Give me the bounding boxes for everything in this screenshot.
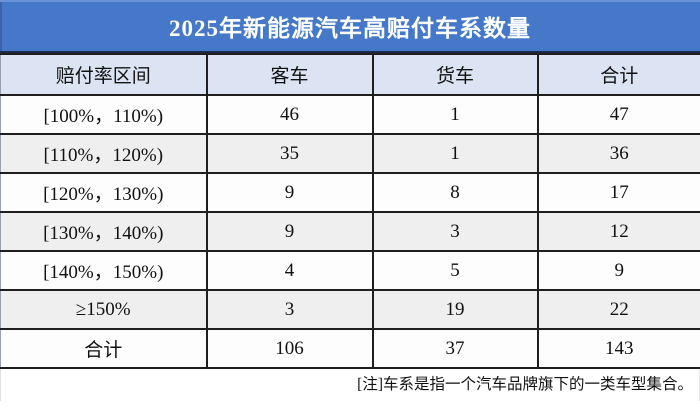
cell-claim-range: [140%，150%): [0, 250, 208, 291]
cell-claim-range: [120%，130%): [0, 172, 208, 213]
table-row: [130%，140%) 9 3 12: [0, 211, 700, 252]
cell-claim-range: [100%，110%): [0, 94, 208, 135]
cell-total-count: 143: [536, 328, 700, 369]
cell-total-count: 47: [536, 94, 700, 135]
cell-truck-count: 8: [371, 172, 539, 213]
cell-truck-count: 3: [371, 211, 539, 252]
col-header-total: 合计: [536, 53, 700, 96]
col-header-claim-range: 赔付率区间: [0, 53, 208, 96]
claims-table: 赔付率区间 客车 货车 合计 [100%，110%) 46 1 47 [110%…: [0, 53, 700, 369]
cell-bus-count: 9: [205, 211, 374, 252]
footnote: [注]车系是指一个汽车品牌旗下的一类车型集合。: [0, 369, 700, 401]
cell-claim-range: ≥150%: [0, 289, 208, 330]
cell-bus-count: 4: [205, 250, 374, 291]
cell-truck-count: 37: [371, 328, 539, 369]
cell-bus-count: 106: [205, 328, 374, 369]
col-header-truck: 货车: [371, 53, 539, 96]
cell-total-count: 22: [536, 289, 700, 330]
page-title: 2025年新能源汽车高赔付车系数量: [169, 15, 531, 41]
table-row: [120%，130%) 9 8 17: [0, 172, 700, 213]
cell-bus-count: 35: [205, 133, 374, 174]
cell-claim-range: 合计: [0, 328, 208, 369]
cell-claim-range: [110%，120%): [0, 133, 208, 174]
table-row: [100%，110%) 46 1 47: [0, 94, 700, 135]
cell-truck-count: 1: [371, 133, 539, 174]
cell-claim-range: [130%，140%): [0, 211, 208, 252]
table-row-total: 合计 106 37 143: [0, 328, 700, 369]
cell-total-count: 9: [536, 250, 700, 291]
header-row: 赔付率区间 客车 货车 合计: [0, 53, 700, 96]
cell-truck-count: 1: [371, 94, 539, 135]
cell-total-count: 12: [536, 211, 700, 252]
cell-total-count: 17: [536, 172, 700, 213]
cell-total-count: 36: [536, 133, 700, 174]
col-header-bus: 客车: [205, 53, 374, 96]
table-row: [110%，120%) 35 1 36: [0, 133, 700, 174]
cell-bus-count: 46: [205, 94, 374, 135]
table-row: [140%，150%) 4 5 9: [0, 250, 700, 291]
cell-bus-count: 3: [205, 289, 374, 330]
cell-truck-count: 19: [371, 289, 539, 330]
cell-truck-count: 5: [371, 250, 539, 291]
table-row: ≥150% 3 19 22: [0, 289, 700, 330]
cell-bus-count: 9: [205, 172, 374, 213]
table-title-bar: 2025年新能源汽车高赔付车系数量: [0, 0, 700, 53]
